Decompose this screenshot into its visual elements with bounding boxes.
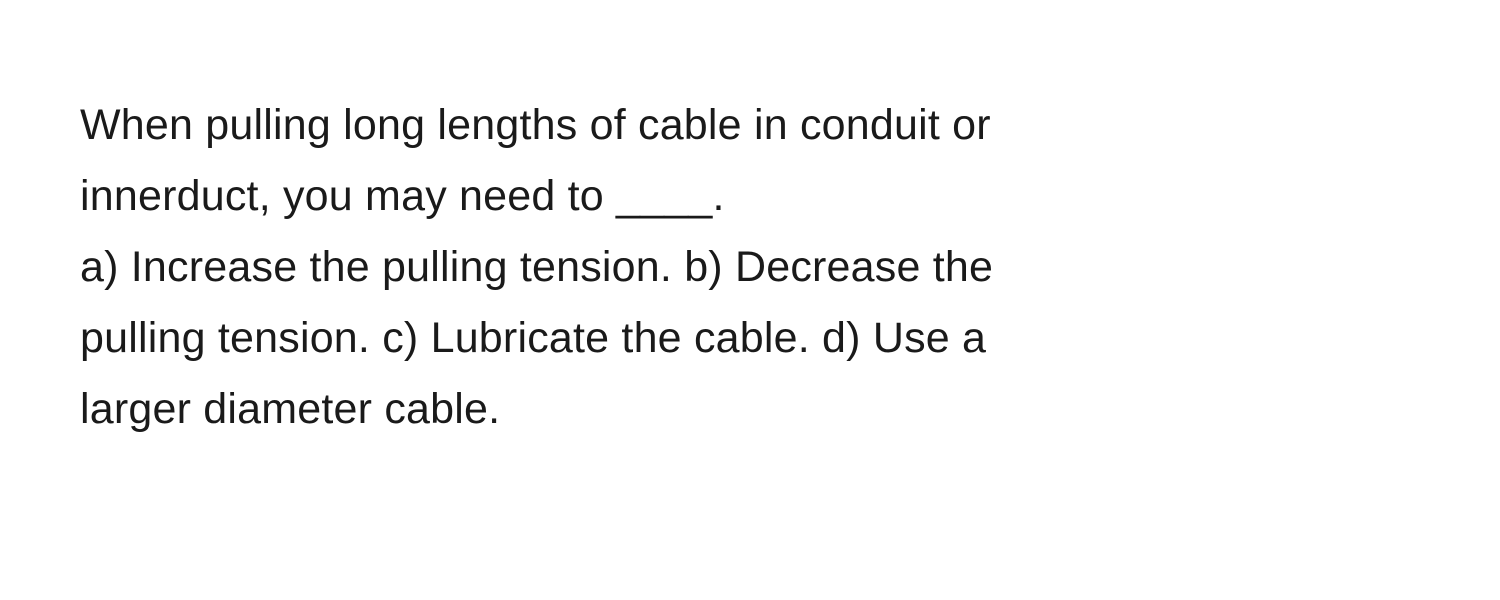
question-options-line-3: larger diameter cable.: [80, 374, 1420, 445]
question-options-line-1: a) Increase the pulling tension. b) Decr…: [80, 232, 1420, 303]
question-stem-line-1: When pulling long lengths of cable in co…: [80, 90, 1420, 161]
question-stem-line-2: innerduct, you may need to ____.: [80, 161, 1420, 232]
question-options-line-2: pulling tension. c) Lubricate the cable.…: [80, 303, 1420, 374]
question-block: When pulling long lengths of cable in co…: [80, 90, 1420, 445]
